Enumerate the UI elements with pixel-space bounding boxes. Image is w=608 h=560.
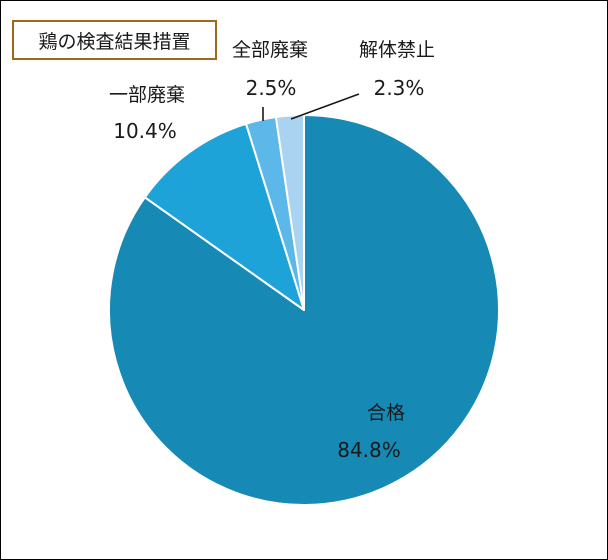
slice-value-label-1: 84.8% xyxy=(337,438,401,462)
chart-title: 鶏の検査結果措置 xyxy=(12,20,217,60)
slice-name-label-3: 全部廃棄 xyxy=(232,39,308,61)
slice-name-label-2: 一部廃棄 xyxy=(109,84,185,106)
slice-value-label-3: 2.5% xyxy=(246,76,297,100)
slice-name-label-4: 解体禁止 xyxy=(359,39,435,61)
slice-value-label-2: 10.4% xyxy=(113,119,177,143)
slice-name-label-1: 合格 xyxy=(367,402,405,424)
pie-slice-2 xyxy=(143,122,305,311)
leader-line-4 xyxy=(290,93,360,120)
slice-value-label-4: 2.3% xyxy=(374,76,425,100)
